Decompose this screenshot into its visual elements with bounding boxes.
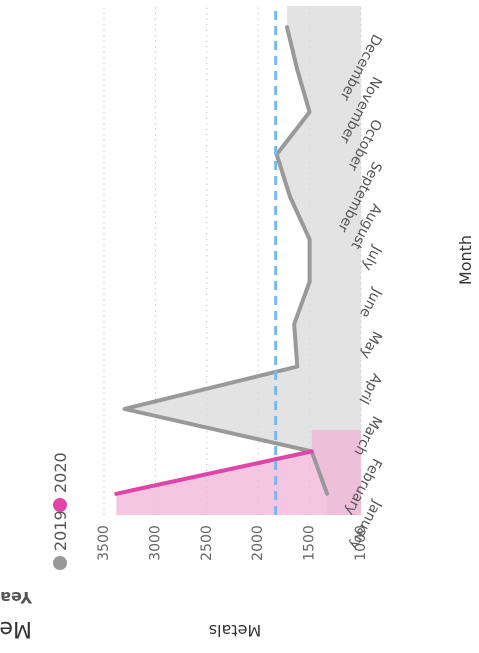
legend: 2019 2020 <box>51 452 70 570</box>
y-tick-label: 1000 <box>353 525 369 561</box>
line-2020 <box>114 449 314 496</box>
title-block: Metals Year <box>0 588 33 641</box>
plot-area <box>114 6 361 515</box>
legend-dot-2020 <box>53 498 67 512</box>
line-2019 <box>122 25 330 496</box>
legend-dot-2019 <box>53 556 67 570</box>
legend-label-2019: 2019 <box>51 510 70 551</box>
legend-title: Year <box>0 588 33 607</box>
y-tick-labels: 1000 1500 2000 2500 3000 3500 <box>96 525 369 561</box>
y-tick-label: 2500 <box>199 525 215 561</box>
x-axis-title: Month <box>456 235 475 285</box>
y-tick-label: 3000 <box>147 525 163 561</box>
legend-label-2020: 2020 <box>51 452 70 493</box>
area-2019 <box>124 6 361 515</box>
y-tick-label: 1500 <box>302 525 318 561</box>
y-axis-title: Metals <box>209 621 262 640</box>
y-tick-label: 2000 <box>250 525 266 561</box>
area-2020 <box>116 430 361 515</box>
y-tick-label: 3500 <box>96 525 112 561</box>
chart-title: Metals <box>0 616 32 641</box>
